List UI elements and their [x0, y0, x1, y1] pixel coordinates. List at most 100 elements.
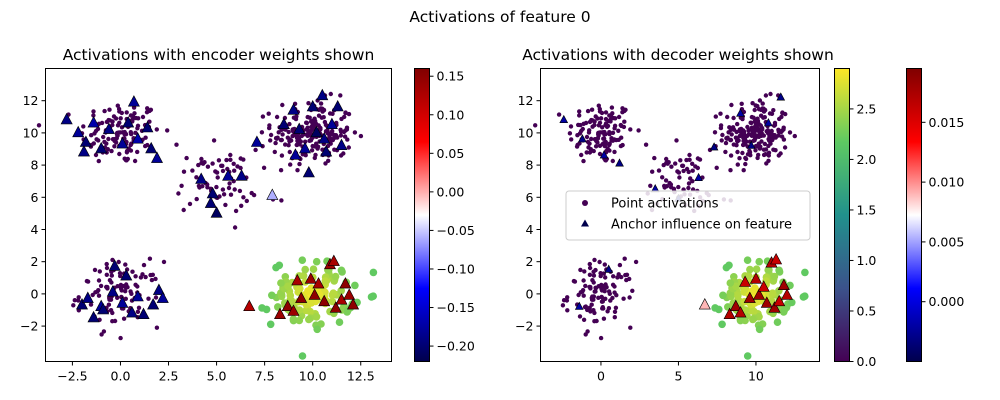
point-marker [788, 298, 796, 307]
point-marker [753, 103, 758, 108]
y-tick-label: 10 [23, 125, 39, 140]
point-marker [343, 110, 348, 116]
point-marker [726, 130, 731, 135]
anchor-marker [559, 114, 569, 123]
point-marker [91, 141, 97, 146]
legend-point-label: Point activations [611, 197, 719, 212]
point-marker [801, 268, 809, 277]
right-panel-title: Activations with decoder weights shown [522, 46, 834, 64]
anchor-marker [780, 288, 793, 300]
anchor-marker [306, 99, 319, 112]
point-marker [601, 306, 606, 311]
point-marker [627, 295, 632, 300]
point-marker [744, 271, 753, 280]
point-marker [686, 185, 691, 191]
point-marker [220, 187, 226, 192]
point-marker [223, 202, 228, 208]
anchor-marker [293, 122, 306, 134]
point-marker [608, 119, 613, 124]
point-marker [121, 316, 127, 321]
point-marker [309, 265, 318, 274]
point-marker [118, 286, 124, 291]
x-tick-label: 5 [674, 369, 682, 384]
anchor-marker [776, 92, 786, 101]
point-marker [279, 153, 285, 158]
point-marker [610, 138, 616, 143]
point-marker [587, 261, 592, 267]
point-marker [580, 126, 585, 132]
point-marker [99, 332, 104, 337]
point-marker [751, 115, 756, 120]
point-marker [268, 138, 273, 143]
left-colorbar-ticks: −0.20 −0.15 −0.10 −0.05 0.00 0.05 0.10 0.15 [429, 69, 475, 354]
point-marker [219, 163, 224, 168]
point-marker [331, 272, 340, 281]
point-marker [344, 127, 350, 132]
point-marker [210, 161, 215, 166]
point-marker [71, 303, 76, 308]
point-marker [124, 150, 130, 155]
point-marker [585, 139, 591, 145]
point-marker [294, 142, 299, 148]
point-marker [750, 128, 755, 134]
point-marker [93, 152, 99, 158]
point-marker [141, 262, 147, 268]
point-marker [214, 170, 220, 175]
point-marker [307, 299, 316, 307]
point-marker [676, 170, 682, 175]
point-marker [138, 275, 144, 280]
anchor-marker [77, 145, 91, 157]
point-marker [652, 155, 657, 161]
point-marker [116, 106, 122, 112]
point-marker [215, 175, 220, 180]
colorbar-tick-label: −0.15 [437, 300, 475, 315]
point-marker [772, 120, 778, 126]
anchor-marker [147, 298, 160, 310]
point-marker [101, 134, 106, 140]
point-marker [123, 285, 129, 290]
point-marker [616, 114, 622, 120]
anchor-marker [291, 273, 304, 286]
point-marker [778, 151, 783, 156]
point-marker [272, 263, 280, 272]
anchor-marker [106, 285, 119, 297]
point-marker [756, 134, 762, 139]
point-marker [118, 116, 123, 121]
anchor-marker [145, 141, 158, 154]
right-panel: Activations with decoder weights shown 0… [515, 46, 834, 384]
point-marker [603, 282, 608, 287]
y-tick-label: −2 [20, 319, 38, 334]
point-marker [743, 352, 752, 360]
figure-title: Activations of feature 0 [409, 8, 590, 26]
point-marker [238, 156, 243, 161]
point-marker [761, 147, 767, 152]
anchor-marker [743, 291, 756, 303]
y-tick-label: 12 [518, 93, 534, 108]
point-marker [332, 147, 337, 152]
point-marker [741, 142, 746, 148]
point-marker [714, 165, 719, 170]
point-marker [664, 156, 669, 162]
point-marker [650, 169, 655, 174]
anchor-marker [736, 108, 745, 117]
point-marker [586, 145, 591, 150]
left-axes-frame [45, 68, 392, 362]
point-marker [328, 297, 337, 306]
point-marker [291, 115, 297, 120]
point-marker [128, 113, 134, 118]
legend-point-marker [582, 200, 588, 206]
right-y-axis: −2 0 2 4 6 8 10 12 [515, 93, 541, 334]
anchor-marker [243, 299, 256, 312]
point-marker [754, 126, 759, 131]
point-marker [613, 116, 618, 121]
point-marker [735, 162, 740, 167]
point-marker [232, 225, 238, 230]
point-marker [766, 136, 771, 142]
point-marker [135, 123, 141, 128]
point-marker [769, 111, 775, 117]
point-marker [104, 261, 109, 267]
point-marker [598, 130, 603, 135]
anchor-marker [281, 299, 294, 312]
x-tick-label: 10 [748, 369, 764, 384]
y-tick-label: 12 [23, 93, 39, 108]
